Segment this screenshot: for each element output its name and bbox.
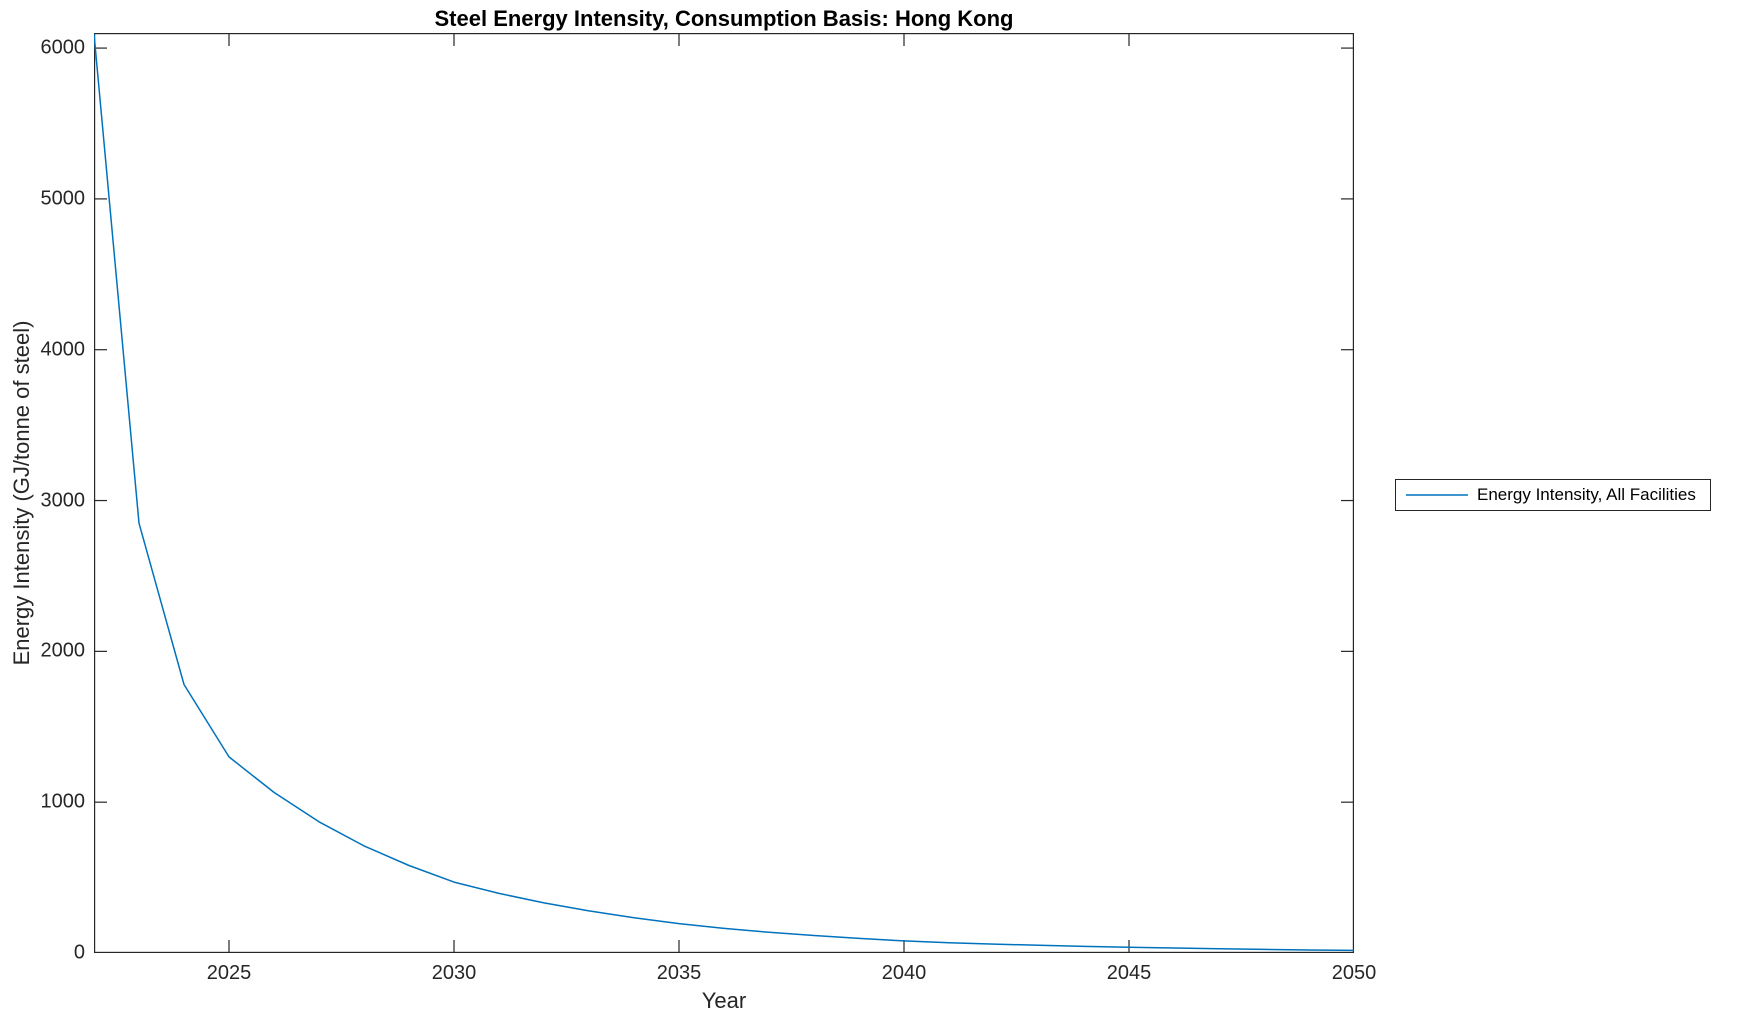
x-tick-label: 2045	[1106, 962, 1152, 984]
plot-area	[94, 33, 1354, 953]
x-axis-label: Year	[701, 988, 747, 1013]
y-tick-label: 1000	[40, 790, 86, 813]
legend-line-sample-icon	[1406, 494, 1468, 496]
line-chart-canvas	[94, 33, 1354, 953]
y-tick-label: 0	[73, 941, 85, 964]
x-tick-label: 2050	[1331, 962, 1377, 984]
y-tick-label: 3000	[40, 489, 86, 512]
x-tick-label: 2040	[881, 962, 927, 984]
x-tick-label: 2030	[431, 962, 477, 984]
y-tick-label: 5000	[40, 187, 86, 210]
y-tick-label: 2000	[40, 639, 86, 662]
legend-entry-label: Energy Intensity, All Facilities	[1477, 485, 1696, 504]
data-line	[94, 33, 1354, 952]
x-tick-label: 2035	[656, 962, 702, 984]
chart-title: Steel Energy Intensity, Consumption Basi…	[434, 6, 1014, 31]
legend-box: Energy Intensity, All Facilities	[1395, 479, 1711, 511]
y-tick-label: 4000	[40, 338, 86, 361]
y-tick-label: 6000	[40, 36, 86, 59]
x-tick-label: 2025	[206, 962, 252, 984]
